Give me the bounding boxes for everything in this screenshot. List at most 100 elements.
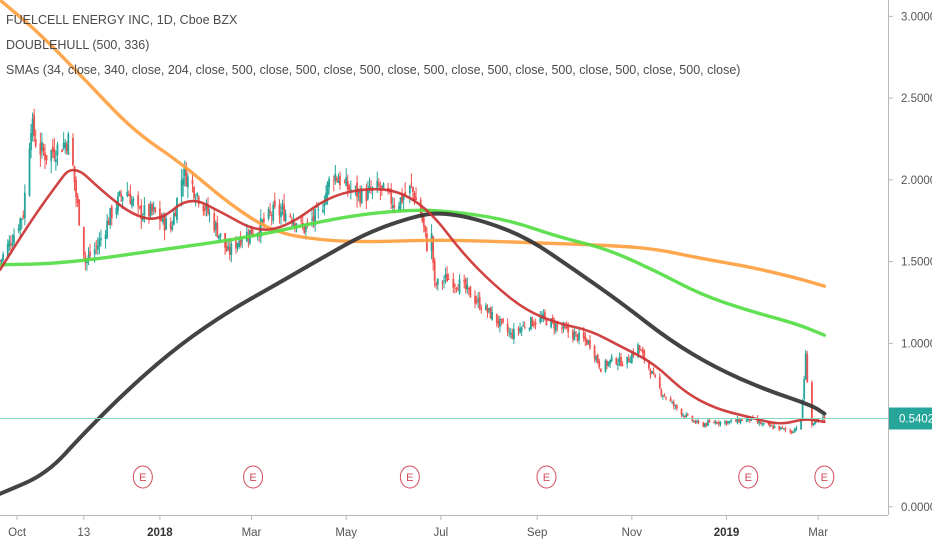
candle	[671, 400, 674, 404]
candle	[107, 217, 110, 226]
candle-body	[148, 204, 150, 217]
candle-body	[172, 213, 175, 225]
candle-body	[185, 169, 188, 187]
candle	[402, 193, 405, 211]
candle-body	[554, 323, 557, 332]
candle-body	[648, 360, 650, 369]
candle	[512, 322, 515, 345]
candle	[643, 348, 646, 364]
candle-body	[488, 308, 490, 311]
candle-body	[334, 173, 337, 181]
candle	[615, 357, 618, 366]
candle-body	[694, 421, 697, 424]
candle-body	[312, 216, 315, 221]
candle-body	[109, 208, 112, 225]
candle-body	[812, 423, 815, 425]
candle	[132, 196, 135, 207]
candle	[575, 331, 577, 337]
candle-body	[430, 233, 433, 251]
candle-body	[772, 426, 775, 429]
symbol-title[interactable]: FUELCELL ENERGY INC, 1D, Cboe BZX	[6, 13, 238, 27]
candle-body	[682, 414, 684, 416]
indicator-doublehull[interactable]: DOUBLEHULL (500, 336)	[6, 38, 150, 52]
earnings-marker[interactable]: E	[132, 465, 153, 489]
candle-body	[531, 318, 534, 327]
candle-body	[294, 223, 296, 227]
candle	[208, 208, 211, 223]
candle	[148, 203, 150, 224]
candle	[717, 420, 720, 427]
candle-body	[640, 350, 643, 352]
earnings-marker[interactable]: E	[738, 465, 759, 489]
candle	[598, 358, 601, 370]
price-axis-label: 1.5000	[901, 257, 932, 269]
candle-body	[31, 118, 34, 136]
candle-body	[739, 419, 742, 423]
earnings-marker[interactable]: E	[243, 465, 264, 489]
candle-body	[415, 197, 417, 201]
candle	[779, 427, 782, 431]
candle	[489, 306, 492, 319]
candle	[773, 424, 776, 429]
earnings-label: E	[745, 472, 752, 484]
candle-body	[208, 213, 211, 215]
earnings-label: E	[139, 472, 146, 484]
candle	[502, 317, 504, 325]
candle	[455, 286, 458, 293]
candle-body	[176, 198, 178, 221]
candle-body	[197, 196, 200, 204]
candle-body	[335, 177, 338, 181]
candle-body	[410, 183, 413, 185]
candle-body	[654, 375, 657, 377]
candle	[0, 260, 1, 264]
candle	[50, 149, 53, 174]
candle-body	[217, 235, 220, 239]
earnings-marker[interactable]: E	[536, 465, 557, 489]
candle	[171, 220, 174, 232]
candle	[172, 208, 175, 226]
candle	[463, 274, 466, 289]
candle	[457, 284, 459, 291]
indicator-smas[interactable]: SMAs (34, close, 340, close, 204, close,…	[6, 63, 741, 77]
candle-body	[727, 421, 729, 423]
candle	[204, 203, 206, 216]
candle-body	[564, 327, 566, 329]
candle	[180, 169, 183, 207]
candle-body	[202, 205, 205, 212]
price-axis[interactable]: 0.00000.50001.00001.50002.00002.50003.00…	[888, 0, 932, 515]
candle-body	[87, 255, 90, 260]
candle-body	[441, 282, 444, 284]
candle-body	[620, 357, 622, 366]
candle-body	[495, 313, 498, 323]
candle	[176, 197, 178, 224]
candle-body	[736, 418, 739, 423]
candle-body	[56, 144, 59, 156]
candle-body	[463, 280, 466, 282]
time-axis[interactable]: Oct 13 2018 Mar May Jul Sep Nov 2019 Mar	[0, 515, 888, 539]
candle	[115, 201, 118, 219]
candle-body	[398, 205, 400, 210]
candle-body	[115, 207, 118, 215]
candle	[589, 335, 591, 351]
candle-body	[669, 398, 672, 402]
candle-body	[443, 280, 445, 282]
candle-body	[464, 279, 467, 289]
candle	[467, 287, 470, 296]
candle	[413, 190, 416, 205]
candle	[441, 280, 444, 290]
candle	[739, 418, 742, 425]
candle-body	[250, 225, 253, 236]
candle-body	[402, 196, 405, 200]
earnings-marker[interactable]: E	[814, 465, 835, 489]
candle	[793, 427, 796, 433]
candle-body	[545, 319, 548, 326]
earnings-marker[interactable]: E	[399, 465, 420, 489]
candle-body	[806, 354, 809, 383]
candle	[661, 394, 664, 400]
candle	[713, 420, 716, 424]
candle	[11, 234, 14, 248]
candle-body	[163, 216, 166, 231]
candle	[803, 375, 806, 402]
